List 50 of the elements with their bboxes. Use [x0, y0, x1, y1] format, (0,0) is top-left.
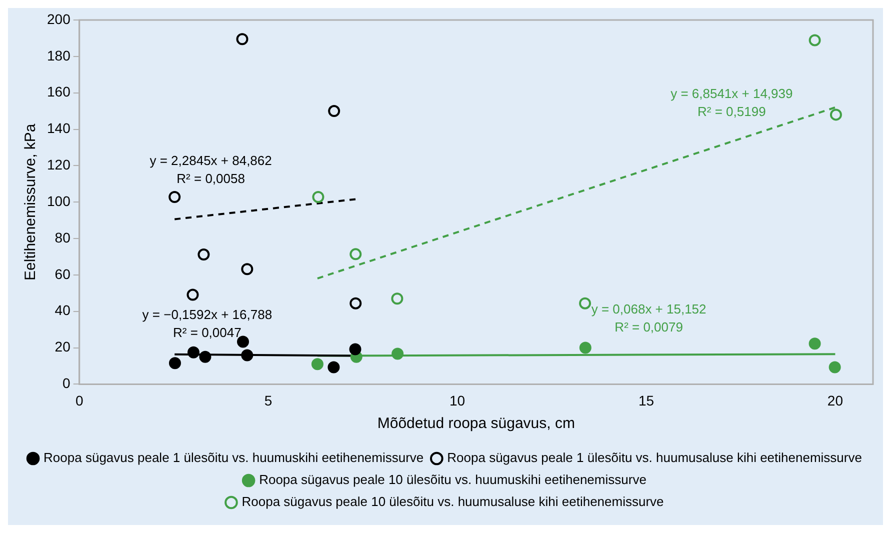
point [311, 358, 324, 370]
annotation: y = −0,1592x + 16,788 R² = 0,0047 [142, 307, 272, 340]
point [350, 297, 362, 310]
y-tick-label: 20 [54, 338, 71, 355]
point [808, 34, 821, 46]
x-tick-label: 0 [75, 392, 84, 408]
x-axis-title: Mõõdetud roopa sügavus, cm [377, 415, 575, 432]
legend-label: Roopa sügavus peale 1 ülesõitu vs. huumuskihi eetihenemissurve [44, 450, 424, 466]
point [328, 105, 340, 118]
legend-label: Roopa sügavus peale 10 ülesõitu vs. huumusaluse kihi eetihenemissurve [242, 494, 664, 510]
point [241, 263, 254, 276]
point [830, 108, 842, 121]
x-tick-label: 10 [449, 392, 466, 408]
point [579, 297, 592, 310]
y-axis-title: Eeltihenemissurve, kPa [22, 123, 40, 280]
point [392, 348, 404, 360]
y-tick-label: 80 [54, 229, 71, 246]
legend-label: Roopa sügavus peale 1 ülesõitu vs. huumusaluse kihi eetihenemissurve [447, 450, 862, 466]
y-tick-label: 180 [47, 47, 71, 64]
point [350, 248, 362, 260]
point [808, 338, 821, 350]
annotation: y = 6,8541x + 14,939 R² = 0,5199 [670, 86, 793, 120]
y-tick-label: 120 [47, 156, 71, 173]
point [236, 33, 248, 46]
annotation: y = 0,068x + 15,152 R² = 0,0079 [591, 301, 706, 334]
point [579, 342, 592, 354]
point [828, 361, 841, 374]
y-tick-label: 200 [47, 10, 71, 27]
point [312, 191, 324, 203]
point [328, 361, 340, 374]
y-tick-label: 100 [47, 192, 71, 209]
y-tick-label: 0 [62, 375, 71, 392]
point [198, 248, 210, 261]
point [199, 350, 212, 363]
x-tick-label: 5 [264, 392, 272, 408]
y-tick-label: 40 [54, 302, 71, 318]
point [187, 346, 200, 358]
x-tick-label: 15 [638, 392, 654, 408]
annotation: y = 2,2845x + 84,862 R² = 0,0058 [150, 152, 272, 186]
y-tick-label: 60 [54, 266, 71, 282]
point [168, 191, 181, 203]
y-tick-label: 160 [47, 84, 71, 100]
x-tick-label: 20 [827, 392, 844, 408]
y-tick-label: 140 [47, 120, 71, 136]
point [186, 288, 199, 301]
point [168, 357, 181, 370]
point [349, 343, 362, 356]
legend-label: Roopa sügavus peale 10 ülesõitu vs. huumuskihi eetihenemissurve [259, 472, 646, 488]
point [241, 349, 254, 362]
point [391, 292, 404, 305]
